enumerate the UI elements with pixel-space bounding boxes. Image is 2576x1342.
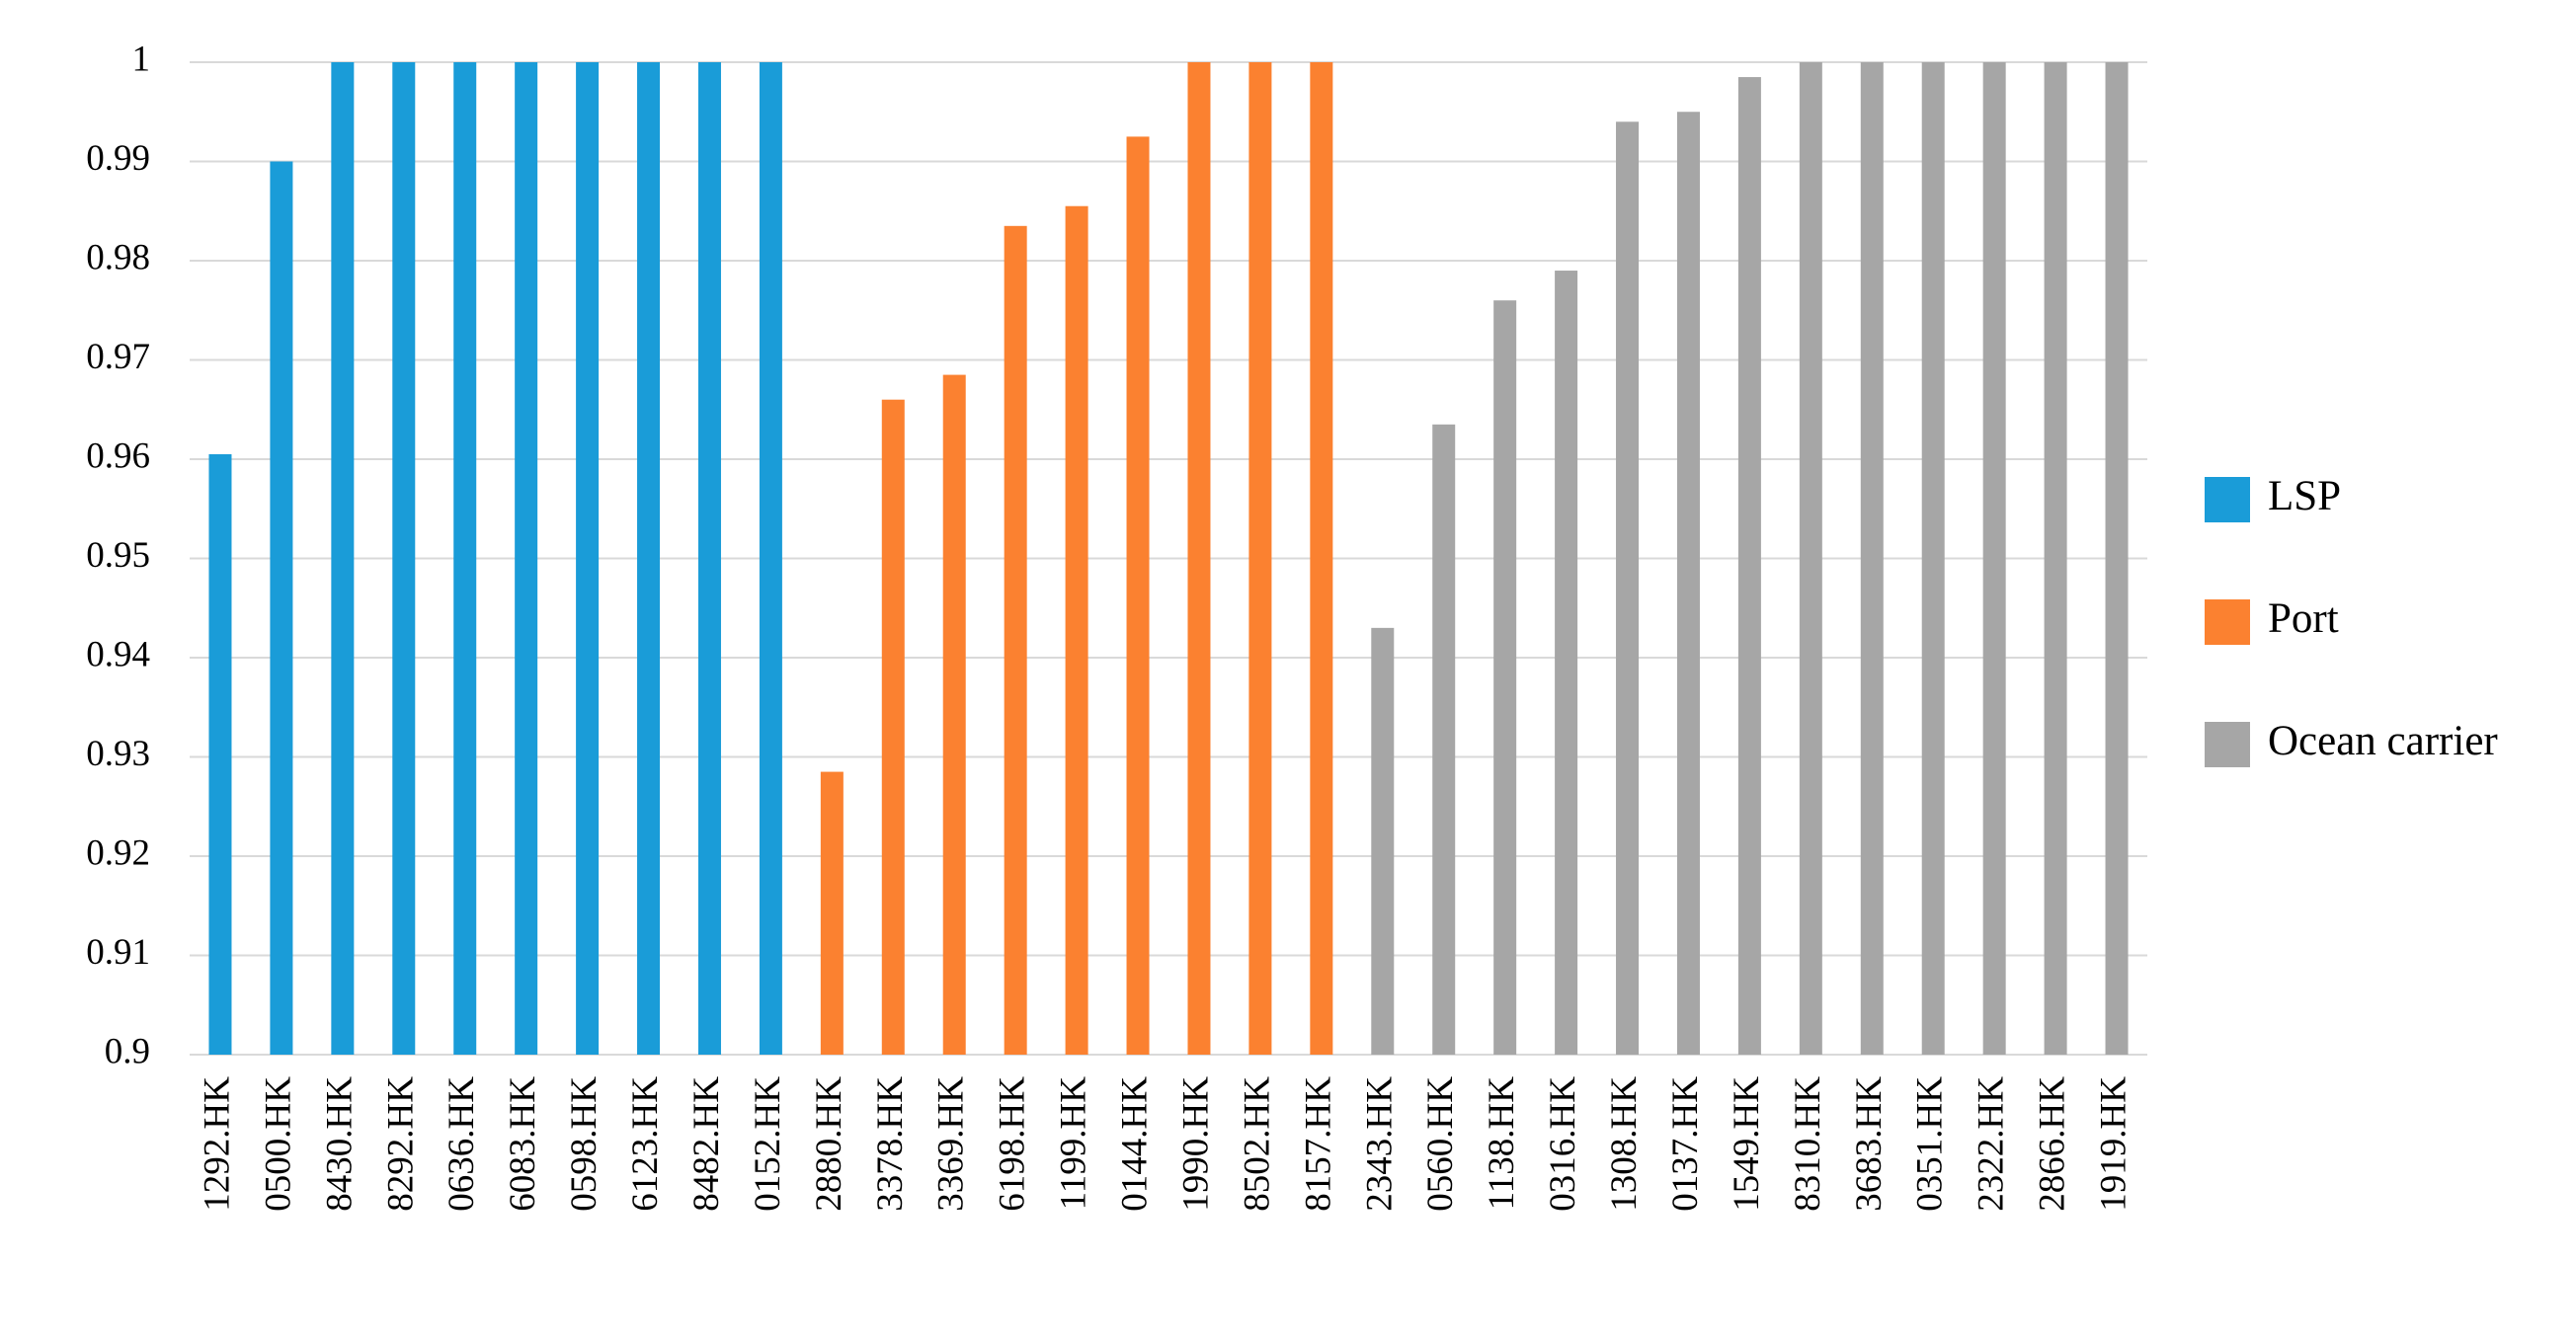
x-tick-label: 8157.HK [1298,1076,1338,1212]
bar [515,62,538,1055]
bar [1248,62,1272,1055]
bar [1493,300,1517,1055]
bar [1432,424,1456,1055]
x-tick-label: 6083.HK [503,1076,543,1212]
x-tick-label: 1308.HK [1604,1076,1645,1212]
bar [942,374,966,1055]
bar [1065,205,1088,1056]
y-tick-label: 1 [132,39,151,79]
bar [1004,225,1027,1055]
x-tick-label: 2322.HK [1972,1076,2012,1212]
x-tick-label: 8292.HK [380,1076,421,1212]
y-tick-label: 0.97 [86,337,150,377]
x-tick-label: 2866.HK [2033,1076,2073,1212]
x-tick-label: 8502.HK [1237,1076,1277,1212]
bar [697,62,721,1055]
x-tick-label: 1199.HK [1054,1076,1094,1211]
bar [576,62,600,1055]
bar [1126,136,1150,1055]
bar [1737,77,1761,1055]
legend-swatch [2205,599,2250,645]
bar [392,62,416,1055]
legend-label: Ocean carrier [2268,718,2498,764]
x-tick-label: 8430.HK [319,1076,360,1212]
bar [637,62,661,1055]
bar [881,399,905,1055]
y-tick-label: 0.91 [86,932,150,973]
legend-label: Port [2268,595,2339,642]
bar [2044,62,2067,1055]
legend-swatch [2205,722,2250,767]
x-tick-label: 1292.HK [197,1076,237,1212]
bar [331,62,355,1055]
x-tick-label: 3683.HK [1849,1076,1890,1212]
x-tick-label: 0316.HK [1543,1076,1583,1212]
bar [1676,112,1700,1055]
bar [1860,62,1884,1055]
bar [2105,62,2129,1055]
bar [1371,627,1395,1055]
bar [1310,62,1333,1055]
x-tick-label: 0144.HK [1115,1076,1156,1212]
bar [820,771,844,1055]
x-tick-label: 6123.HK [625,1076,666,1212]
x-tick-label: 1990.HK [1175,1076,1216,1212]
x-tick-label: 0137.HK [1665,1076,1706,1212]
x-tick-label: 3378.HK [870,1076,911,1212]
y-tick-label: 0.94 [86,634,150,674]
bar [1982,62,2006,1055]
x-tick-label: 2880.HK [809,1076,849,1212]
x-tick-label: 1138.HK [1482,1076,1522,1211]
bar [208,453,232,1056]
x-tick-label: 8482.HK [686,1076,727,1212]
x-tick-label: 0636.HK [442,1076,482,1212]
bar [453,62,477,1055]
bar [270,161,293,1055]
x-tick-label: 1549.HK [1727,1076,1767,1212]
y-tick-label: 0.95 [86,535,150,576]
y-tick-label: 0.98 [86,237,150,277]
y-tick-label: 0.99 [86,138,150,179]
x-tick-label: 0351.HK [1910,1076,1951,1212]
x-tick-label: 0598.HK [564,1076,604,1212]
bar [1921,62,1945,1055]
x-tick-label: 8310.HK [1788,1076,1828,1212]
legend-swatch [2205,477,2250,522]
y-tick-label: 0.9 [105,1031,150,1071]
legend-label: LSP [2268,473,2341,519]
bar [1555,271,1578,1055]
y-tick-label: 0.93 [86,734,150,774]
y-tick-label: 0.96 [86,435,150,476]
bar [759,62,782,1055]
x-tick-label: 0152.HK [748,1076,788,1212]
x-tick-label: 0500.HK [258,1076,298,1212]
x-tick-label: 1919.HK [2094,1076,2134,1212]
x-tick-label: 2343.HK [1359,1076,1400,1212]
bar [1616,121,1640,1056]
bar [1799,62,1822,1055]
x-tick-label: 3369.HK [931,1076,972,1212]
x-tick-label: 6198.HK [993,1076,1033,1212]
bar [1187,62,1211,1055]
x-tick-label: 0560.HK [1420,1076,1461,1212]
y-tick-label: 0.92 [86,832,150,873]
